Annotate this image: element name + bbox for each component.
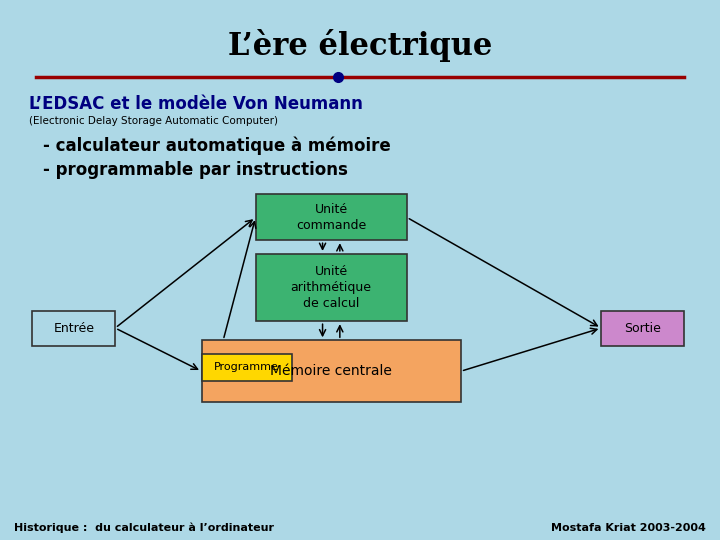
Text: (Electronic Delay Storage Automatic Computer): (Electronic Delay Storage Automatic Comp… [29,117,278,126]
Text: L’ère électrique: L’ère électrique [228,29,492,63]
Text: Historique :  du calculateur à l’ordinateur: Historique : du calculateur à l’ordinate… [14,523,274,534]
Text: Unité
commande: Unité commande [296,203,366,232]
FancyBboxPatch shape [202,354,292,381]
FancyBboxPatch shape [32,310,115,346]
FancyBboxPatch shape [601,310,684,346]
Text: - programmable par instructions: - programmable par instructions [43,161,348,179]
Text: Unité
arithmétique
de calcul: Unité arithmétique de calcul [291,265,372,310]
FancyBboxPatch shape [256,254,407,321]
Text: Mémoire centrale: Mémoire centrale [270,364,392,378]
Text: Entrée: Entrée [53,321,94,335]
FancyBboxPatch shape [256,194,407,240]
FancyBboxPatch shape [202,340,461,402]
Text: Mostafa Kriat 2003-2004: Mostafa Kriat 2003-2004 [551,523,706,533]
Text: L’EDSAC et le modèle Von Neumann: L’EDSAC et le modèle Von Neumann [29,94,363,113]
Text: - calculateur automatique à mémoire: - calculateur automatique à mémoire [43,137,391,155]
Text: Programme: Programme [214,362,279,372]
Text: Sortie: Sortie [624,321,661,335]
